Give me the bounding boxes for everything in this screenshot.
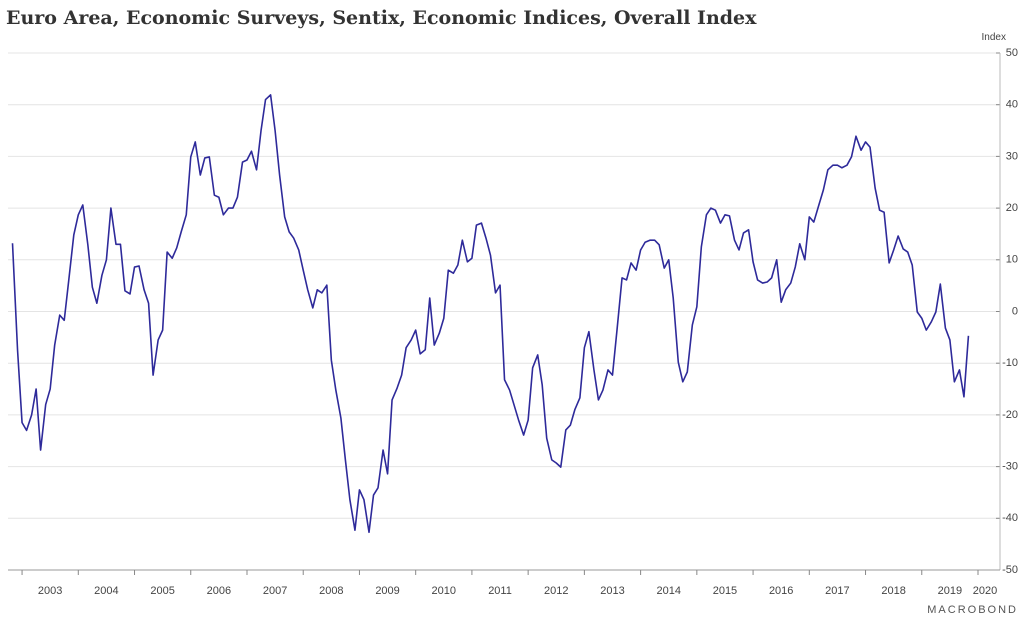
y-tick-label: 0	[1012, 305, 1018, 317]
x-tick-label: 2003	[38, 585, 62, 597]
y-tick-label: -10	[1002, 357, 1018, 369]
x-tick-label: 2008	[319, 585, 343, 597]
y-tick-label: -20	[1002, 409, 1018, 421]
x-tick-label: 2009	[375, 585, 399, 597]
x-tick-label: 2006	[207, 585, 231, 597]
y-axis-label: Index	[982, 32, 1006, 43]
x-tick-label: 2012	[544, 585, 568, 597]
x-tick-label: 2018	[881, 585, 905, 597]
y-tick-label: 10	[1006, 254, 1018, 266]
chart-title: Euro Area, Economic Surveys, Sentix, Eco…	[6, 7, 757, 29]
y-tick-label: 40	[1006, 99, 1018, 111]
x-tick-label: 2013	[600, 585, 624, 597]
x-tick-label: 2015	[713, 585, 737, 597]
x-tick-label: 2004	[94, 585, 118, 597]
x-tick-label: 2011	[488, 585, 512, 597]
y-tick-label: -40	[1002, 512, 1018, 524]
x-tick-label: 2019	[938, 585, 962, 597]
x-tick-label: 2017	[825, 585, 849, 597]
data-line	[11, 94, 970, 534]
x-tick-label: 2007	[263, 585, 287, 597]
x-tick-label: 2020	[973, 585, 997, 597]
x-tick-label: 2005	[150, 585, 174, 597]
watermark: MACROBOND	[927, 604, 1018, 616]
y-tick-label: 20	[1006, 202, 1018, 214]
y-tick-label: 50	[1006, 47, 1018, 59]
y-tick-label: -30	[1002, 461, 1018, 473]
x-tick-label: 2016	[769, 585, 793, 597]
y-tick-label: -50	[1002, 564, 1018, 576]
x-tick-label: 2014	[656, 585, 680, 597]
y-tick-label: 30	[1006, 150, 1018, 162]
x-tick-label: 2010	[432, 585, 456, 597]
